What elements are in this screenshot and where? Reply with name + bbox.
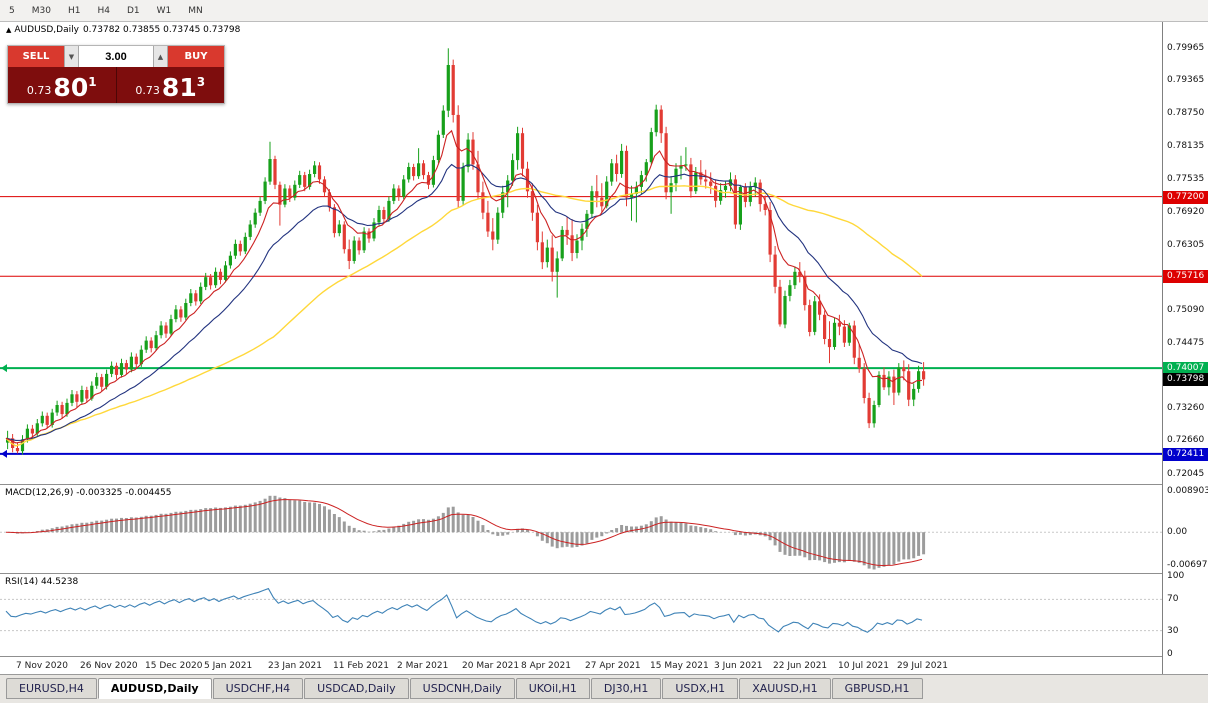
date-axis-label: 15 May 2021 (650, 661, 709, 671)
moving-average-8 (5, 129, 923, 444)
sell-price-display[interactable]: 0.73 80 1 (8, 67, 117, 103)
macd-axis-label: 0.008903 (1167, 486, 1208, 496)
rsi-axis-label: 70 (1167, 594, 1179, 604)
timeframe-button-w1[interactable]: W1 (156, 5, 172, 16)
chart-tabs-bar: EURUSD,H4 AUDUSD,Daily USDCHF,H4 USDCAD,Dai… (0, 674, 1208, 703)
price-axis-label: 0.75090 (1167, 305, 1205, 315)
chart-tab-usdcad-daily[interactable]: USDCAD,Daily (304, 678, 409, 699)
pane-separator[interactable] (0, 484, 1162, 485)
pane-separator[interactable] (0, 573, 1162, 574)
sell-price-prefix: 0.73 (26, 84, 52, 97)
price-axis-label: 0.78135 (1167, 141, 1205, 151)
date-axis-label: 10 Jul 2021 (838, 661, 889, 671)
volume-input[interactable] (79, 46, 153, 67)
timeframe-button-h4[interactable]: H4 (97, 5, 110, 16)
chart-tab-ukoil-h1[interactable]: UKOil,H1 (515, 678, 590, 699)
timeframe-buttons: 5 M30 H1 H4 D1 W1 MN (2, 3, 213, 19)
price-axis-label: 0.78750 (1167, 108, 1205, 118)
rsi-axis-label: 0 (1167, 649, 1173, 659)
chart-tab-usdchf-h4[interactable]: USDCHF,H4 (212, 678, 304, 699)
chart-tab-usdcnh-daily[interactable]: USDCNH,Daily (409, 678, 515, 699)
sell-price-pip-digit: 1 (88, 75, 97, 89)
time-axis[interactable]: 7 Nov 2020 26 Nov 2020 15 Dec 2020 5 Jan 20… (0, 656, 1162, 674)
volume-decrease-button[interactable]: ▼ (64, 46, 79, 67)
moving-average-20 (5, 163, 923, 441)
rsi-pane-canvas[interactable] (0, 574, 1162, 656)
price-axis-label: 0.77535 (1167, 174, 1205, 184)
rsi-indicator-label: RSI(14) 44.5238 (5, 577, 79, 587)
sell-price-big-digits: 80 (53, 73, 89, 102)
date-axis-label: 5 Jan 2021 (204, 661, 253, 671)
rsi-axis-label: 100 (1167, 571, 1185, 581)
moving-average-55 (5, 185, 923, 447)
price-line-tag: 0.77200 (1163, 191, 1208, 204)
price-axis-label: 0.74475 (1167, 338, 1205, 348)
date-axis-label: 29 Jul 2021 (897, 661, 948, 671)
symbol-icon: ▲ (6, 26, 12, 34)
timeframe-button-h1[interactable]: H1 (67, 5, 81, 16)
chart-tab-audusd-daily[interactable]: AUDUSD,Daily (97, 678, 212, 699)
price-axis-label: 0.79965 (1167, 43, 1205, 53)
macd-pane-canvas[interactable] (0, 485, 1162, 573)
current-price-tag: 0.73798 (1163, 373, 1208, 386)
price-axis-label: 0.72660 (1167, 435, 1205, 445)
date-axis-label: 20 Mar 2021 (462, 661, 520, 671)
chart-title: ▲ AUDUSD,Daily 0.73782 0.73855 0.73745 0.7… (6, 25, 244, 35)
price-axis[interactable]: 0.79965 0.79365 0.78750 0.78135 0.77535 0.769… (1162, 22, 1208, 674)
price-axis-label: 0.76920 (1167, 207, 1205, 217)
macd-axis-label: 0.00 (1167, 527, 1188, 537)
price-line-tag: 0.75716 (1163, 270, 1208, 283)
timeframe-button-5[interactable]: 5 (9, 5, 15, 16)
chart-window[interactable]: ▲ AUDUSD,Daily 0.73782 0.73855 0.73745 0.7… (0, 22, 1208, 674)
timeframe-toolbar: 5 M30 H1 H4 D1 W1 MN (0, 0, 1208, 22)
date-axis-label: 26 Nov 2020 (80, 661, 138, 671)
date-axis-label: 23 Jan 2021 (268, 661, 322, 671)
chart-tab-usdx-h1[interactable]: USDX,H1 (662, 678, 739, 699)
date-axis-label: 27 Apr 2021 (585, 661, 641, 671)
date-axis-label: 8 Apr 2021 (521, 661, 571, 671)
date-axis-label: 2 Mar 2021 (397, 661, 449, 671)
buy-price-display[interactable]: 0.73 81 3 (117, 67, 225, 103)
macd-indicator-label: MACD(12,26,9) -0.003325 -0.004455 (5, 488, 172, 498)
date-axis-label: 15 Dec 2020 (145, 661, 203, 671)
chart-symbol-label: AUDUSD,Daily (14, 25, 79, 35)
date-axis-label: 11 Feb 2021 (333, 661, 390, 671)
chart-ohlc-values: 0.73782 0.73855 0.73745 0.73798 (82, 25, 241, 35)
sell-button[interactable]: SELL (8, 46, 64, 67)
price-pane-canvas[interactable] (0, 22, 1162, 484)
chart-tab-eurusd-h4[interactable]: EURUSD,H4 (6, 678, 97, 699)
price-line-tag: 0.74007 (1163, 362, 1208, 375)
date-axis-label: 3 Jun 2021 (714, 661, 763, 671)
rsi-line (5, 587, 923, 633)
one-click-trading-panel: SELL ▼ ▲ BUY 0.73 80 1 0.73 81 3 (7, 45, 225, 104)
buy-price-pip-digit: 3 (196, 75, 206, 89)
price-axis-label: 0.76305 (1167, 240, 1205, 250)
chart-tab-xauusd-h1[interactable]: XAUUSD,H1 (739, 678, 831, 699)
chart-tab-gbpusd-h1[interactable]: GBPUSD,H1 (831, 678, 923, 699)
price-axis-label: 0.73260 (1167, 403, 1205, 413)
line-edge-marker (1, 364, 7, 373)
timeframe-button-m30[interactable]: M30 (31, 5, 51, 16)
macd-signal-line (5, 499, 923, 567)
chart-tab-dj30-h1[interactable]: DJ30,H1 (590, 678, 662, 699)
date-axis-label: 22 Jun 2021 (773, 661, 828, 671)
volume-increase-button[interactable]: ▲ (153, 46, 168, 67)
buy-price-big-digits: 81 (161, 73, 197, 102)
timeframe-button-d1[interactable]: D1 (126, 5, 140, 16)
macd-axis-label: -0.006973 (1167, 560, 1208, 570)
rsi-axis-label: 30 (1167, 626, 1179, 636)
price-axis-label: 0.72045 (1167, 469, 1205, 479)
price-axis-label: 0.79365 (1167, 75, 1205, 85)
price-line-tag: 0.72411 (1163, 448, 1208, 461)
buy-price-prefix: 0.73 (135, 84, 160, 97)
timeframe-button-mn[interactable]: MN (188, 5, 203, 16)
date-axis-label: 7 Nov 2020 (16, 661, 68, 671)
buy-button[interactable]: BUY (168, 46, 224, 67)
line-edge-marker (1, 449, 7, 458)
